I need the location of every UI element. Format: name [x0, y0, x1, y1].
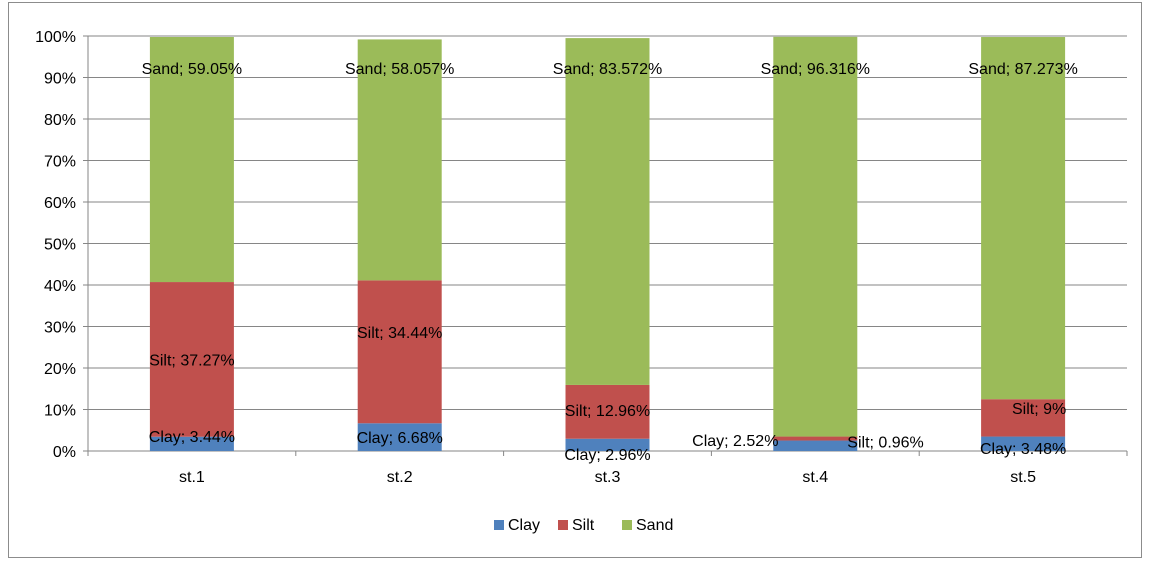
data-label: Silt; 9% — [1012, 401, 1066, 418]
bar-silt-st5[interactable] — [981, 399, 1066, 437]
y-tick-label: 40% — [44, 278, 76, 295]
y-tick-label: 60% — [44, 195, 76, 212]
data-label: Clay; 6.68% — [357, 430, 443, 447]
data-label: Clay; 2.96% — [564, 447, 650, 464]
bar-silt-st3[interactable] — [565, 384, 650, 439]
data-label: Clay; 3.48% — [980, 441, 1066, 458]
bar-silt-st2[interactable] — [357, 280, 442, 424]
legend-swatch-silt — [558, 520, 568, 530]
data-label: Silt; 37.27% — [149, 352, 234, 369]
legend-swatch-clay — [494, 520, 504, 530]
x-tick-label: st.1 — [179, 469, 205, 486]
y-tick-label: 10% — [44, 403, 76, 420]
data-label: Silt; 0.96% — [847, 435, 923, 452]
data-label: Silt; 12.96% — [565, 403, 650, 420]
legend-swatch-sand — [622, 520, 632, 530]
y-tick-label: 80% — [44, 112, 76, 129]
bar-clay-st5[interactable] — [981, 436, 1066, 451]
y-tick-label: 20% — [44, 361, 76, 378]
bar-sand-st1[interactable] — [149, 36, 234, 283]
y-tick-label: 30% — [44, 320, 76, 337]
bar-clay-st1[interactable] — [149, 436, 234, 451]
data-label: Sand; 58.057% — [345, 61, 454, 78]
bar-sand-st2[interactable] — [357, 39, 442, 281]
bar-sand-st5[interactable] — [981, 37, 1066, 400]
data-label: Clay; 2.52% — [692, 433, 778, 450]
x-tick-label: st.4 — [802, 469, 828, 486]
data-label: Sand; 59.05% — [142, 61, 243, 78]
data-label: Sand; 87.273% — [968, 61, 1077, 78]
bar-clay-st2[interactable] — [357, 423, 442, 451]
x-tick-label: st.5 — [1010, 469, 1036, 486]
bar-silt-st1[interactable] — [149, 282, 234, 437]
legend-label-sand: Sand — [636, 517, 673, 534]
legend-label-silt: Silt — [572, 517, 595, 534]
bar-sand-st3[interactable] — [565, 38, 650, 385]
y-tick-label: 0% — [53, 444, 76, 461]
legend-label-clay: Clay — [508, 517, 540, 534]
bar-clay-st4[interactable] — [773, 440, 858, 451]
bar-silt-st4[interactable] — [773, 436, 858, 441]
y-tick-label: 90% — [44, 71, 76, 88]
data-label: Clay; 3.44% — [149, 429, 235, 446]
x-tick-label: st.3 — [595, 469, 621, 486]
bar-clay-st3[interactable] — [565, 438, 650, 451]
y-tick-label: 50% — [44, 237, 76, 254]
data-label: Silt; 34.44% — [357, 325, 442, 342]
data-label: Sand; 96.316% — [761, 61, 870, 78]
y-tick-label: 70% — [44, 154, 76, 171]
x-tick-label: st.2 — [387, 469, 413, 486]
data-label: Sand; 83.572% — [553, 61, 662, 78]
y-tick-label: 100% — [35, 29, 76, 46]
bar-sand-st4[interactable] — [773, 36, 858, 437]
